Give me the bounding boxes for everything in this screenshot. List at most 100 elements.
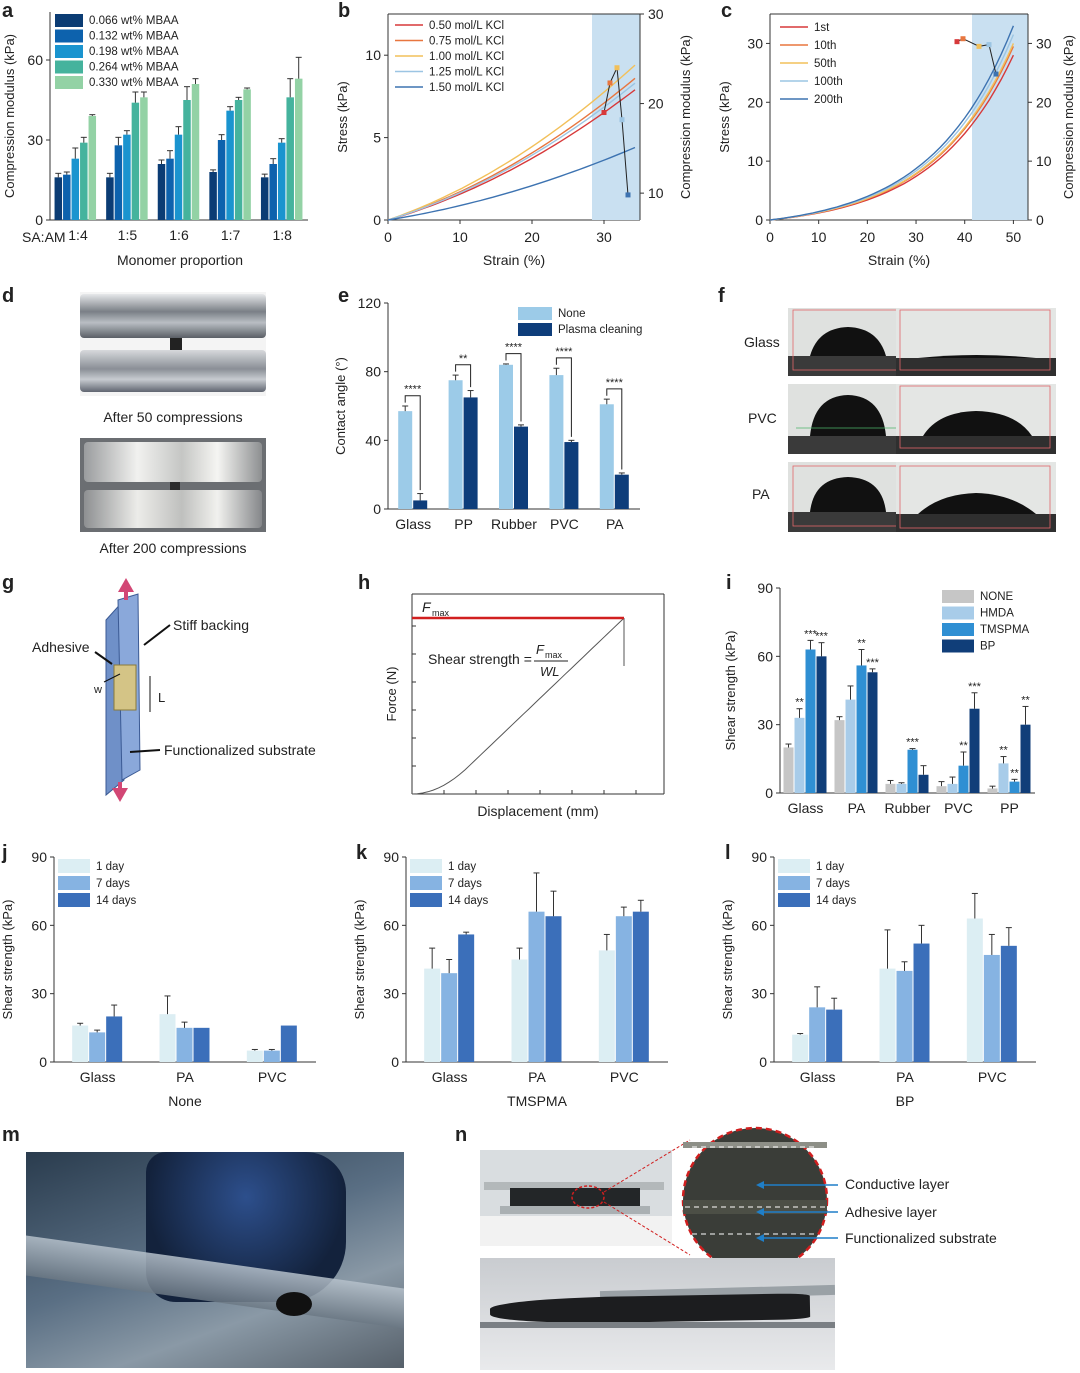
bar-1:6-0 xyxy=(157,164,166,220)
x-tick-label: 20 xyxy=(524,229,540,245)
legend-label: 7 days xyxy=(448,878,482,890)
bar-pa-0 xyxy=(599,404,614,509)
legend-label: 1 day xyxy=(96,861,124,873)
bar-pvc-2 xyxy=(632,911,649,1062)
bar-pvc-1 xyxy=(983,954,1000,1062)
sig-bracket xyxy=(555,357,572,437)
bar-glass-0 xyxy=(792,1034,809,1062)
y-tick-label: 90 xyxy=(751,849,767,865)
y-tick-label: 60 xyxy=(27,52,43,68)
x-tick-label: 40 xyxy=(957,229,973,245)
y-tick-label: 30 xyxy=(751,986,767,1002)
g-label-stiff: Stiff backing xyxy=(173,617,249,633)
f-label-pa: PA xyxy=(752,486,770,502)
y-tick-label: 60 xyxy=(751,917,767,933)
panel-label-d: d xyxy=(2,285,15,307)
bar-glass-1 xyxy=(89,1032,106,1062)
bar-1:5-3 xyxy=(131,102,140,220)
legend-label: 0.75 mol/L KCl xyxy=(429,36,504,48)
n-zoom-circle xyxy=(681,1126,829,1270)
bar-pa-0 xyxy=(879,968,896,1062)
legend-label: 1 day xyxy=(448,861,476,873)
bar-1:6-2 xyxy=(174,134,183,220)
legend-label: 0.198 wt% MBAA xyxy=(89,46,179,58)
bar-pa-0 xyxy=(159,1014,176,1062)
bar-pp-1 xyxy=(998,763,1009,793)
bar-glass-1 xyxy=(441,973,458,1062)
panel-label-a: a xyxy=(2,0,14,22)
bar-glass-0 xyxy=(424,968,441,1062)
legend-label: 7 days xyxy=(816,878,850,890)
bar-rubber-0 xyxy=(499,364,513,509)
sig-bracket xyxy=(606,388,623,470)
panel-label-c: c xyxy=(721,0,733,22)
modulus-point-4 xyxy=(993,71,999,77)
photo-m-adhesion-demo xyxy=(26,1152,404,1368)
legend-label: 0.264 wt% MBAA xyxy=(89,62,179,74)
x-tick-label: PVC xyxy=(978,1069,1007,1085)
modulus-shade xyxy=(592,14,640,220)
bar-pa-1 xyxy=(896,970,913,1062)
bar-1:4-2 xyxy=(71,158,80,220)
legend-swatch xyxy=(410,876,442,890)
legend-label: 0.330 wt% MBAA xyxy=(89,77,179,89)
x-tick-label: 0 xyxy=(766,229,774,245)
x-tick-label: 10 xyxy=(452,229,468,245)
legend-label: 10th xyxy=(814,40,836,52)
legend-swatch xyxy=(518,323,552,336)
bar-pvc-1 xyxy=(263,1050,280,1062)
x-tick-label: 30 xyxy=(596,229,612,245)
modulus-point-3 xyxy=(619,117,625,123)
legend-label: 0.50 mol/L KCl xyxy=(429,20,504,32)
bar-rubber-1 xyxy=(896,783,907,793)
bar-1:7-0 xyxy=(209,172,217,220)
y-tick-label: 0 xyxy=(755,212,763,228)
bar-1:7-3 xyxy=(234,100,243,220)
curve-2 xyxy=(387,64,636,221)
bar-pa-0 xyxy=(511,959,528,1062)
legend-label: NONE xyxy=(980,591,1014,603)
f-label-glass: Glass xyxy=(744,334,780,350)
y2-tick-label: 30 xyxy=(648,6,664,22)
x-tick-label: PA xyxy=(606,516,624,532)
bar-glass-2 xyxy=(826,1009,843,1062)
bar-pp-0 xyxy=(987,788,998,793)
x-tick-label: Rubber xyxy=(885,800,931,816)
x-tick-prefix: SA:AM xyxy=(22,229,66,245)
bar-1:6-1 xyxy=(166,158,174,220)
n-label-substrate: Functionalized substrate xyxy=(845,1230,997,1246)
legend-swatch xyxy=(55,14,83,27)
y-tick-label: 60 xyxy=(31,917,47,933)
f-label-pvc: PVC xyxy=(748,410,777,426)
bar-1:4-0 xyxy=(54,177,63,220)
bar-pvc-2 xyxy=(958,765,969,793)
n-zoom-marker xyxy=(571,1185,605,1209)
bar-glass-1 xyxy=(809,1007,826,1062)
legend-swatch xyxy=(410,859,442,873)
y-axis-label: Stress (kPa) xyxy=(335,81,350,153)
f-image-pa-plasma xyxy=(896,462,1056,532)
legend-swatch xyxy=(778,893,810,907)
bar-1:6-4 xyxy=(191,84,200,220)
caption-d-bottom: After 200 compressions xyxy=(99,540,247,556)
sig-label: **** xyxy=(606,377,624,389)
bar-glass-0 xyxy=(72,1025,89,1062)
y-tick-label: 30 xyxy=(757,717,773,733)
bar-pa-2 xyxy=(856,665,867,793)
panel-label-n: n xyxy=(455,1124,468,1146)
x-tick-label: 0 xyxy=(384,229,392,245)
force-curve xyxy=(411,617,625,795)
bar-1:6-3 xyxy=(183,100,191,220)
legend-label: 14 days xyxy=(816,895,857,907)
y-tick-label: 5 xyxy=(373,130,381,146)
legend-swatch xyxy=(55,45,83,58)
y-axis-label: Shear strength (kPa) xyxy=(723,631,738,751)
legend-swatch xyxy=(410,893,442,907)
curve-3 xyxy=(387,82,636,221)
x-tick-label: Glass xyxy=(800,1069,836,1085)
g-arrow-bottom xyxy=(112,788,128,802)
legend-label: HMDA xyxy=(980,608,1014,620)
x-tick-label: PA xyxy=(528,1069,546,1085)
y-tick-label: 90 xyxy=(757,580,773,596)
sig-label: ** xyxy=(959,740,968,752)
